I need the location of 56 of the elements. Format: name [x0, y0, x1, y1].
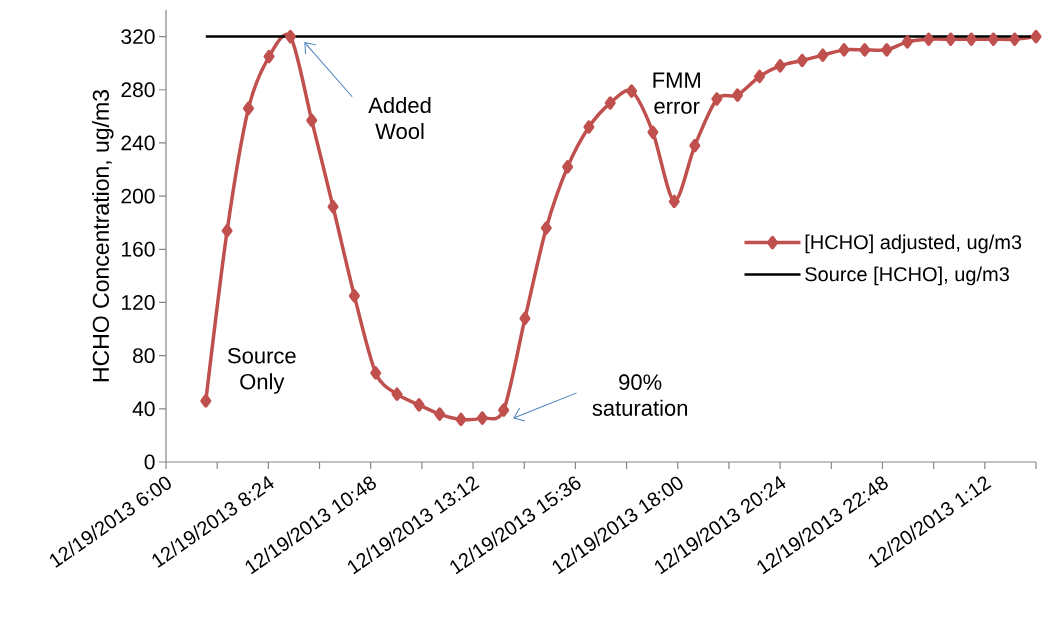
point	[498, 403, 510, 417]
annotation: Added Wool	[368, 96, 431, 140]
annotation: Source Only	[227, 347, 296, 394]
legend-label: Source [HCHO], ug/m3	[805, 266, 1009, 286]
point	[817, 48, 829, 62]
point	[306, 113, 318, 128]
point	[881, 43, 893, 57]
point	[626, 84, 638, 98]
legend-label: [HCHO] adjusted, ug/m3	[805, 234, 1022, 254]
point	[348, 289, 360, 303]
annotation: 90% saturation	[592, 374, 688, 416]
point	[370, 366, 382, 380]
point	[689, 138, 701, 153]
point	[263, 49, 275, 64]
point	[945, 32, 957, 46]
y-tick-label: 240	[121, 135, 155, 151]
point	[923, 32, 935, 46]
point	[1009, 32, 1021, 46]
y-tick-label: 320	[121, 29, 155, 45]
point	[731, 88, 743, 102]
point	[221, 223, 233, 238]
y-tick-label: 80	[133, 348, 155, 364]
point	[562, 160, 574, 174]
point	[604, 96, 616, 110]
point	[391, 387, 403, 401]
point	[583, 120, 595, 134]
annotation: FMM error	[653, 72, 700, 114]
y-tick-label: 160	[122, 241, 155, 257]
y-tick-label: 280	[121, 82, 155, 98]
point	[668, 194, 680, 209]
point	[647, 125, 659, 140]
y-tick-label: 120	[122, 295, 155, 310]
point	[774, 59, 786, 73]
y-axis-title: HCHO Concentration, ug/m3	[92, 90, 114, 382]
point	[754, 69, 766, 84]
point	[284, 29, 296, 44]
point	[859, 43, 871, 57]
y-tick-label: 40	[132, 401, 155, 417]
point	[434, 407, 446, 421]
y-tick-label: 0	[144, 454, 155, 470]
point	[413, 398, 425, 412]
point	[455, 412, 467, 427]
point	[711, 92, 723, 106]
point	[200, 394, 212, 408]
point	[519, 311, 531, 326]
y-tick-label: 200	[121, 188, 155, 204]
point	[540, 221, 552, 235]
point	[901, 35, 913, 49]
point	[796, 53, 808, 68]
point	[327, 200, 339, 214]
point	[965, 32, 977, 46]
point	[987, 32, 999, 46]
point	[838, 43, 850, 57]
point	[1030, 29, 1042, 44]
point	[242, 101, 254, 116]
point	[476, 411, 488, 425]
